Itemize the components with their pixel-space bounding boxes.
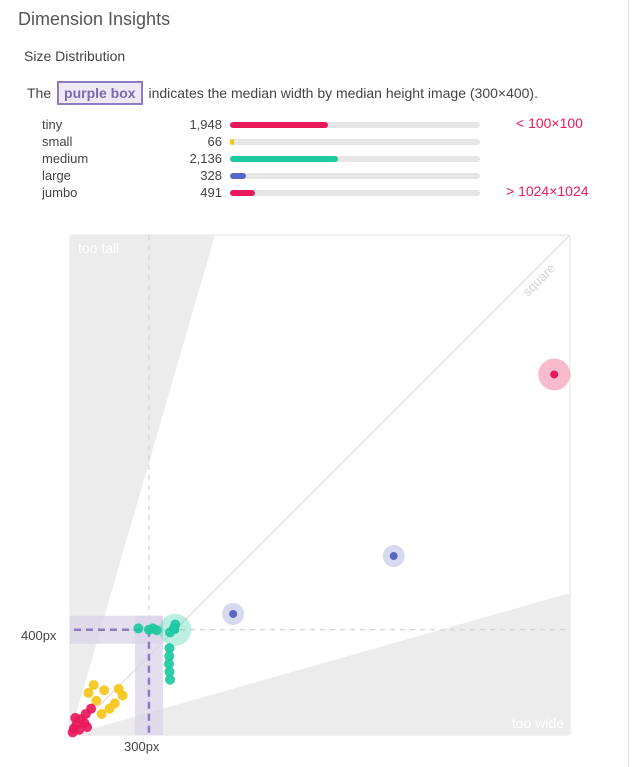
dist-count: 328 xyxy=(200,168,222,183)
dist-bar-track xyxy=(230,173,480,179)
dist-bar-track xyxy=(230,139,480,145)
dist-label: small xyxy=(42,134,73,149)
x-median-label: 300px xyxy=(124,739,160,754)
dist-row-tiny: tiny 1,948 < 100×100 xyxy=(0,115,640,134)
dist-label: medium xyxy=(42,151,89,166)
panel-border xyxy=(628,0,629,767)
data-point xyxy=(96,708,107,719)
data-point xyxy=(91,695,102,706)
section-subtitle: Size Distribution xyxy=(24,48,126,64)
too-tall-label: too tall xyxy=(78,240,119,256)
data-point xyxy=(88,680,99,690)
too-tall-region xyxy=(70,235,215,735)
dist-bar-track xyxy=(230,122,480,128)
dist-bar-fill xyxy=(230,139,234,145)
dist-label: large xyxy=(42,168,71,183)
dist-count: 66 xyxy=(207,134,222,149)
data-point xyxy=(104,703,115,714)
data-point xyxy=(70,712,81,723)
purple-box-legend: purple box xyxy=(57,81,143,105)
plot-points xyxy=(67,358,571,738)
dist-count: 1,948 xyxy=(189,117,222,132)
dist-row-jumbo: jumbo 491 > 1024×1024 xyxy=(0,183,640,202)
dist-bar-fill xyxy=(230,122,328,128)
dist-note: < 100×100 xyxy=(516,115,583,131)
data-point xyxy=(164,643,175,654)
too-wide-label: too wide xyxy=(512,715,564,731)
dist-row-medium: medium 2,136 xyxy=(0,151,640,168)
data-point xyxy=(165,674,175,685)
dist-bar-fill xyxy=(230,156,338,162)
data-point xyxy=(389,552,398,561)
data-point xyxy=(151,625,162,636)
data-point xyxy=(83,687,94,698)
dist-bar-track xyxy=(230,190,480,196)
y-median-label: 400px xyxy=(21,628,57,643)
plot-guides xyxy=(69,234,571,736)
data-point xyxy=(550,370,559,379)
description-lead: The xyxy=(27,85,52,101)
median-description: The purple box indicates the median widt… xyxy=(27,80,538,106)
data-point xyxy=(164,651,175,662)
too-wide-region xyxy=(70,593,570,735)
page-title: Dimension Insights xyxy=(18,9,171,29)
data-point xyxy=(133,623,144,634)
data-point xyxy=(99,685,110,696)
dist-count: 491 xyxy=(200,185,222,200)
data-point xyxy=(67,727,78,738)
data-point xyxy=(164,666,175,677)
data-point xyxy=(113,683,124,694)
dist-note: > 1024×1024 xyxy=(506,183,589,199)
dist-bar-fill xyxy=(230,173,247,179)
dist-label: jumbo xyxy=(42,185,78,200)
data-point xyxy=(165,627,175,638)
dist-row-large: large 328 xyxy=(0,168,640,185)
dist-bar-fill xyxy=(230,190,255,196)
data-point xyxy=(163,658,174,669)
data-point xyxy=(229,609,238,618)
dist-count: 2,136 xyxy=(189,151,222,166)
dist-label: tiny xyxy=(42,117,63,132)
dist-bar-track xyxy=(230,156,480,162)
description-tail: indicates the median width by median hei… xyxy=(148,85,538,101)
dist-row-small: small 66 xyxy=(0,134,640,151)
data-point xyxy=(82,722,93,733)
